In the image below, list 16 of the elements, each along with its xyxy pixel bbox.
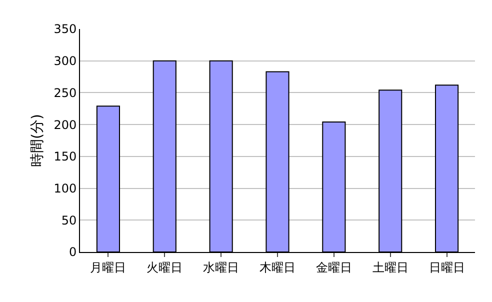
y-tick-label: 0 bbox=[68, 245, 77, 260]
y-tick-label: 250 bbox=[54, 86, 77, 100]
x-tick-label: 水曜日 bbox=[203, 260, 240, 274]
y-tick-label: 50 bbox=[61, 213, 77, 228]
y-tick-label: 200 bbox=[54, 118, 77, 132]
y-tick-label: 150 bbox=[54, 150, 77, 164]
x-tick-label: 土曜日 bbox=[372, 260, 408, 274]
x-tick-label: 月曜日 bbox=[90, 260, 126, 274]
y-tick-label: 300 bbox=[54, 54, 77, 68]
y-tick-label: 350 bbox=[54, 22, 77, 36]
y-tick-label: 100 bbox=[54, 181, 77, 196]
x-tick-label: 日曜日 bbox=[428, 260, 465, 274]
x-tick-label: 金曜日 bbox=[316, 260, 352, 274]
y-axis-title: 時間(分) bbox=[29, 114, 46, 167]
x-tick-label: 木曜日 bbox=[260, 260, 296, 274]
x-tick-label: 火曜日 bbox=[146, 260, 183, 274]
